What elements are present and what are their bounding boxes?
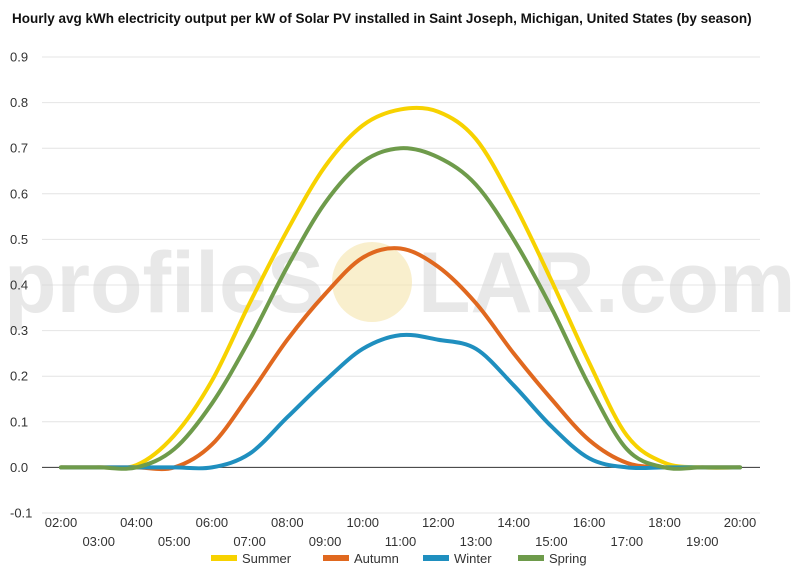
x-tick-label: 10:00 (347, 515, 380, 530)
legend-swatch-spring (518, 555, 544, 561)
series-lines (59, 105, 742, 472)
y-tick-label: 0.0 (10, 460, 28, 475)
x-tick-label: 17:00 (611, 534, 644, 549)
legend-label-autumn: Autumn (354, 551, 399, 566)
y-axis-ticks: 0.9 0.8 0.7 0.6 0.5 0.4 0.3 0.2 0.1 0.0 -0.1 (10, 50, 32, 521)
series-line-summer (59, 105, 742, 471)
series-line-winter (59, 332, 742, 471)
x-tick-label: 15:00 (535, 534, 568, 549)
legend: Summer Autumn Winter Spring (211, 551, 587, 566)
legend-label-winter: Winter (454, 551, 492, 566)
x-tick-label: 11:00 (385, 534, 417, 549)
x-tick-label: 09:00 (309, 534, 342, 549)
series-line-spring (59, 146, 742, 471)
x-tick-label: 04:00 (120, 515, 153, 530)
x-tick-label: 08:00 (271, 515, 304, 530)
x-tick-label: 16:00 (573, 515, 606, 530)
watermark-text-left: profileS (4, 235, 324, 331)
y-tick-label: -0.1 (10, 506, 32, 521)
x-tick-label: 13:00 (460, 534, 493, 549)
y-tick-label: 0.2 (10, 369, 28, 384)
watermark: profileS LAR.com (4, 235, 795, 331)
x-tick-label: 07:00 (233, 534, 266, 549)
y-tick-label: 0.5 (10, 232, 28, 247)
legend-label-summer: Summer (242, 551, 292, 566)
y-tick-label: 0.4 (10, 278, 28, 293)
gridlines (42, 56, 760, 514)
x-tick-label: 20:00 (724, 515, 757, 530)
x-tick-label: 14:00 (497, 515, 530, 530)
x-tick-label: 18:00 (648, 515, 681, 530)
x-tick-label: 05:00 (158, 534, 191, 549)
y-tick-label: 0.3 (10, 323, 28, 338)
y-tick-label: 0.8 (10, 95, 28, 110)
x-axis-ticks: 02:00 03:00 04:00 05:00 06:00 07:00 08:00 09:00… (45, 515, 757, 549)
x-tick-label: 19:00 (686, 534, 719, 549)
x-tick-label: 03:00 (82, 534, 115, 549)
x-tick-label: 12:00 (422, 515, 455, 530)
watermark-text-right: LAR.com (418, 235, 795, 331)
y-tick-label: 0.6 (10, 186, 28, 201)
legend-swatch-summer (211, 555, 237, 561)
chart-title: Hourly avg kWh electricity output per kW… (12, 11, 752, 26)
legend-label-spring: Spring (549, 551, 587, 566)
y-tick-label: 0.9 (10, 50, 28, 65)
y-tick-label: 0.1 (10, 414, 28, 429)
watermark-sun-icon (332, 242, 412, 322)
legend-swatch-winter (423, 555, 449, 561)
y-tick-label: 0.7 (10, 141, 28, 156)
legend-swatch-autumn (323, 555, 349, 561)
x-tick-label: 02:00 (45, 515, 78, 530)
x-tick-label: 06:00 (196, 515, 229, 530)
